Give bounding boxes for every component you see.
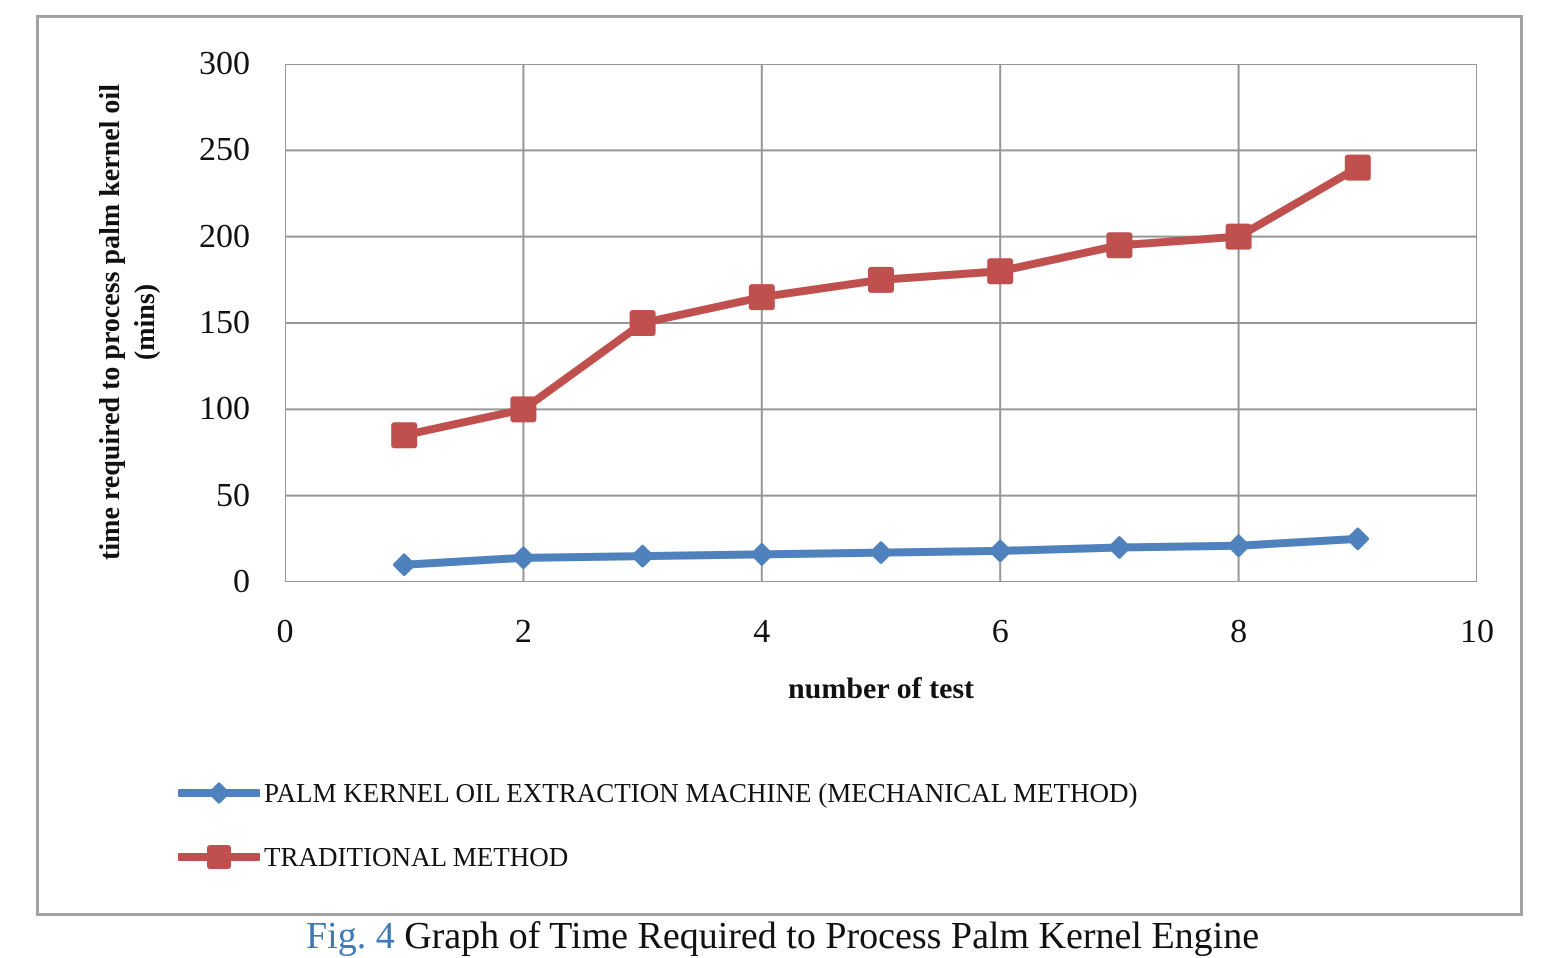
x-axis-title: number of test [787, 672, 975, 705]
legend-label: TRADITIONAL METHOD [264, 841, 569, 872]
y-axis-tick: 50 [216, 476, 250, 514]
x-axis-tick: 4 [753, 613, 771, 650]
data-point-marker [1346, 527, 1369, 551]
plot-svg [284, 63, 1478, 583]
x-axis-tick: 10 [1460, 613, 1494, 650]
chart-frame [36, 15, 1523, 916]
data-point-marker [1108, 536, 1131, 559]
data-point-marker [510, 396, 537, 423]
data-point-marker [631, 544, 654, 568]
figure-caption: Fig. 4 Graph of Time Required to Process… [306, 914, 1259, 958]
data-point-marker [391, 422, 418, 449]
legend-item: PALM KERNEL OIL EXTRACTION MACHINE (MECH… [178, 772, 1137, 814]
data-point-marker [868, 266, 894, 293]
y-axis-title-line1: time required to process palm kernel oil [95, 84, 126, 560]
legend: PALM KERNEL OIL EXTRACTION MACHINE (MECH… [178, 772, 1137, 900]
x-axis-tick: 2 [514, 613, 532, 650]
y-axis-tick: 100 [199, 390, 250, 428]
legend-square-marker-icon [178, 845, 260, 869]
data-point-marker [393, 553, 416, 576]
legend-item: TRADITIONAL METHOD [178, 836, 1137, 878]
y-axis-title: time required to process palm kernel oil… [93, 12, 163, 632]
data-point-marker [1106, 232, 1133, 259]
legend-diamond-marker-icon [178, 782, 260, 804]
y-axis-title-line2: (mins) [130, 283, 161, 361]
data-point-marker [1344, 154, 1371, 181]
legend-label: PALM KERNEL OIL EXTRACTION MACHINE (MECH… [264, 777, 1138, 808]
data-point-marker [1227, 534, 1250, 557]
data-point-marker [869, 541, 893, 564]
y-axis-tick: 150 [199, 304, 250, 341]
data-point-marker [987, 258, 1014, 285]
gridlines [284, 63, 1478, 583]
data-point-marker [989, 539, 1012, 563]
x-axis-tick: 8 [1230, 613, 1248, 650]
x-axis-tick: 6 [991, 613, 1009, 650]
data-point-marker [748, 284, 775, 311]
series-traditional [391, 154, 1371, 449]
caption-prefix: Fig. 4 [306, 915, 395, 957]
x-axis-tick: 0 [276, 613, 294, 650]
data-point-marker [750, 543, 773, 566]
y-axis-tick: 0 [233, 563, 250, 600]
y-axis-tick: 200 [199, 217, 250, 255]
caption-text: Graph of Time Required to Process Palm K… [404, 915, 1260, 957]
y-axis-tick: 250 [199, 131, 250, 169]
data-point-marker [629, 310, 656, 336]
data-point-marker [1225, 223, 1252, 250]
plot-area [284, 63, 1478, 583]
y-axis-tick: 300 [199, 45, 250, 82]
data-point-marker [512, 546, 535, 570]
series-mechanical [393, 527, 1369, 576]
